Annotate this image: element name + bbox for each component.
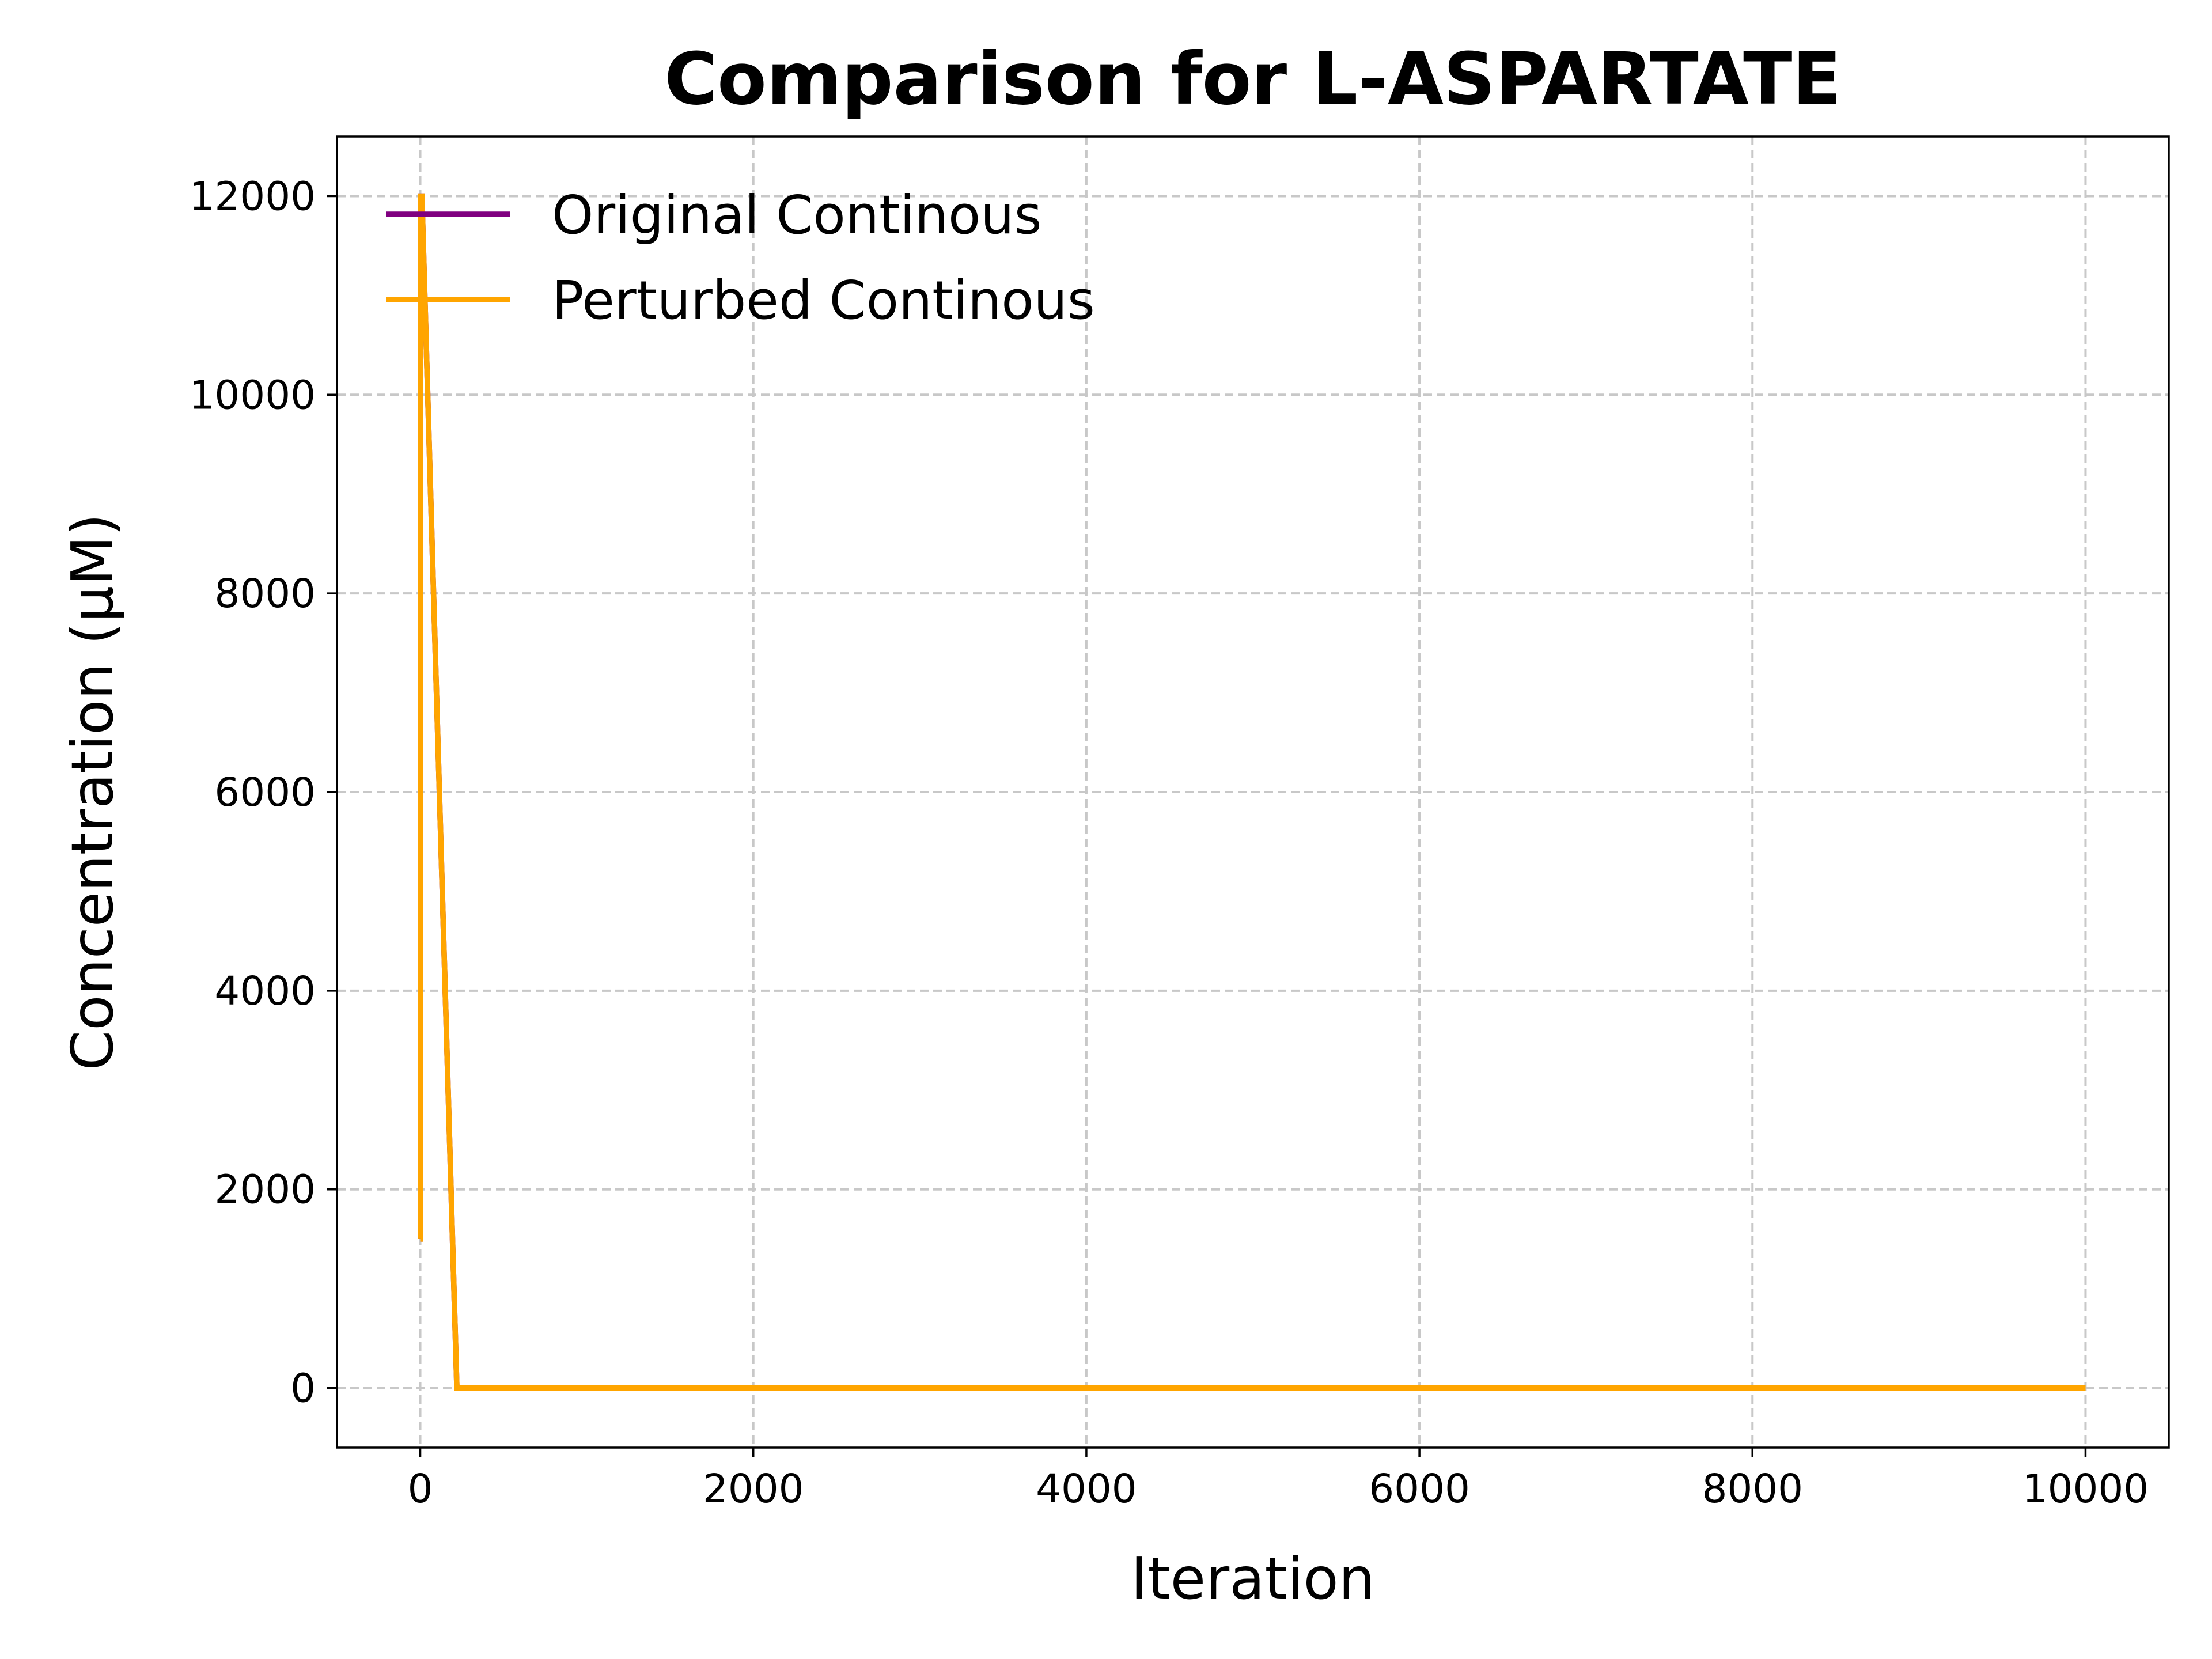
y-tick-label: 8000 xyxy=(214,571,316,617)
y-axis-ticks: 0 2000 4000 6000 8000 10000 12000 xyxy=(190,173,337,1412)
y-tick-label: 10000 xyxy=(190,372,316,418)
x-tick-label: 8000 xyxy=(1702,1466,1803,1512)
y-axis-label: Concentration (μM) xyxy=(59,513,126,1070)
grid xyxy=(337,137,2169,1448)
x-tick-label: 4000 xyxy=(1036,1466,1137,1512)
series-line xyxy=(418,193,2086,1391)
legend-entry-label: Original Continous xyxy=(552,184,1042,246)
x-tick-label: 6000 xyxy=(1369,1466,1470,1512)
x-axis-label: Iteration xyxy=(1131,1545,1375,1612)
y-tick-label: 6000 xyxy=(214,770,316,816)
x-tick-label: 10000 xyxy=(2022,1466,2149,1512)
y-tick-label: 2000 xyxy=(214,1167,316,1213)
series-lines xyxy=(418,193,2086,1391)
x-tick-label: 2000 xyxy=(703,1466,804,1512)
legend-entry-label: Perturbed Continous xyxy=(552,270,1095,331)
y-tick-label: 12000 xyxy=(190,173,316,219)
chart-title: Comparison for L-ASPARTATE xyxy=(664,37,1841,121)
x-axis-ticks: 0 2000 4000 6000 8000 10000 xyxy=(408,1448,2149,1512)
legend: Original Continous Perturbed Continous xyxy=(386,184,1095,331)
y-tick-label: 0 xyxy=(290,1366,316,1412)
y-tick-label: 4000 xyxy=(214,968,316,1014)
x-tick-label: 0 xyxy=(408,1466,433,1512)
